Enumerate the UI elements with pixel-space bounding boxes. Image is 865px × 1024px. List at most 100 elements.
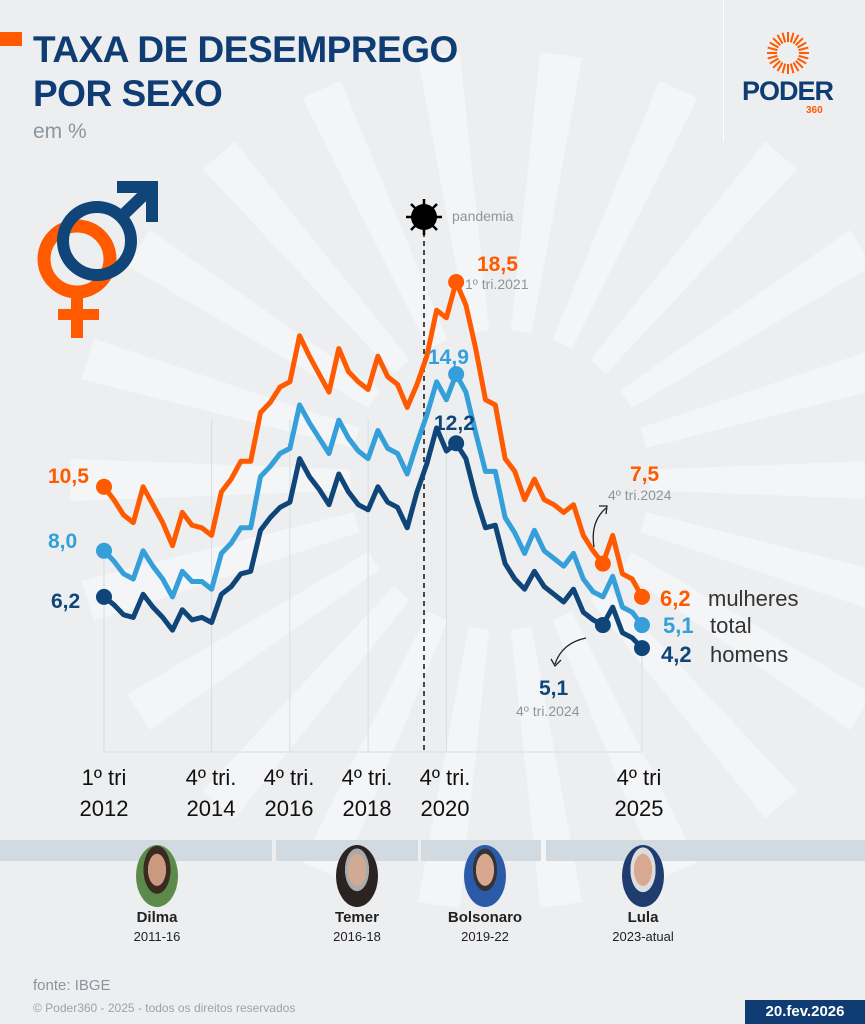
logo-ray (798, 46, 809, 52)
marker-homens (594, 617, 611, 634)
background-ray (202, 141, 410, 374)
title-line-1: TAXA DE DESEMPREGO (33, 29, 458, 70)
virus-icon (406, 199, 442, 235)
title-accent-bar (0, 32, 22, 46)
background-ray (552, 611, 698, 880)
legend-mulheres: mulheres (708, 586, 799, 611)
end-homens-label: 4,2 (661, 642, 692, 667)
line-chart (96, 232, 650, 753)
header-divider (723, 0, 724, 142)
marker-mulheres (448, 274, 465, 290)
logo-ray (767, 54, 778, 60)
marker-mulheres (594, 555, 611, 572)
background-ray (127, 552, 380, 730)
annotation-arrows (550, 505, 608, 668)
logo-ray (769, 57, 779, 65)
page-title: TAXA DE DESEMPREGO POR SEXO (33, 28, 458, 116)
x-tick-label: 4º tri. 2016 (263, 765, 315, 821)
logo-ray (798, 54, 809, 60)
logo-wordmark: PODER (742, 76, 834, 106)
start-total-label: 8,0 (48, 530, 78, 553)
legend-total: total (710, 613, 752, 638)
peak-total-label: 14,9 (428, 346, 469, 369)
q4-2024-mulheres-label: 7,5 (630, 463, 660, 486)
series-line-mulheres (102, 279, 645, 599)
background-ray (202, 586, 410, 819)
president-name: Dilma (136, 909, 178, 926)
logo-ray (781, 63, 787, 74)
dilma-photo (136, 845, 178, 907)
series-line-total (102, 371, 644, 627)
president-years: 2016-18 (333, 929, 381, 944)
legend-homens: homens (710, 642, 789, 667)
president-name: Lula (627, 909, 659, 926)
logo-ray (795, 37, 804, 46)
x-tick-label: 4º tri 2025 (614, 765, 664, 821)
background-ray (510, 51, 582, 334)
copyright-note: © Poder360 - 2025 - todos os direitos re… (33, 1001, 296, 1015)
background-ray (418, 51, 490, 334)
background-ray (127, 230, 380, 408)
q4-2024-mulheres-period: 4º tri.2024 (608, 487, 672, 503)
arrow-homens-2024 (554, 637, 587, 665)
president-name: Bolsonaro (447, 909, 523, 926)
poder360-sun-logo-icon (767, 32, 809, 74)
lula-photo (622, 845, 664, 907)
q4-2024-homens-period: 4º tri.2024 (516, 703, 580, 719)
marker-homens (448, 435, 465, 452)
logo-ray (781, 32, 787, 43)
president-name: Temer (335, 909, 379, 926)
marker-homens (634, 640, 650, 657)
logo-ray (792, 34, 800, 44)
marker-homens (96, 588, 112, 605)
start-mulheres-label: 10,5 (48, 465, 89, 488)
male-female-symbols-icon (37, 181, 158, 338)
source-note: fonte: IBGE (33, 977, 111, 994)
logo-ray (769, 41, 779, 49)
background-ray (418, 626, 490, 909)
end-total-label: 5,1 (663, 613, 694, 638)
logo-ray (776, 62, 784, 72)
background-ray (302, 80, 448, 349)
bolsonaro-photo (464, 845, 506, 907)
publish-date: 20.fev.2026 (745, 1000, 865, 1024)
x-tick-label: 4º tri. 2020 (419, 765, 471, 821)
logo-ray (789, 63, 795, 74)
logo-number: 360 (806, 105, 823, 116)
start-homens-label: 6,2 (51, 590, 81, 613)
logo-ray (789, 32, 795, 43)
background-ray (590, 141, 798, 374)
background-ray (620, 552, 865, 730)
unit-subtitle: em % (33, 120, 87, 143)
arrow-mulheres-2024 (592, 507, 607, 548)
background-ray (640, 352, 865, 448)
background-ray (649, 461, 865, 499)
x-tick-label: 4º tri. 2014 (185, 765, 237, 821)
president-years: 2023-atual (612, 929, 674, 944)
peak-homens-label: 12,2 (434, 412, 475, 435)
q4-2024-homens-label: 5,1 (539, 677, 569, 700)
temer-photo (336, 845, 378, 907)
background-ray (552, 80, 698, 349)
x-tick-label: 1º tri 2012 (79, 765, 129, 821)
marker-total (448, 366, 465, 383)
peak-mulheres-period: 1º tri.2021 (465, 276, 529, 292)
president-years: 2011-16 (133, 929, 181, 944)
logo-ray (772, 60, 781, 69)
x-tick-label: 4º tri. 2018 (341, 765, 393, 821)
title-line-2: POR SEXO (33, 73, 223, 114)
logo-ray (776, 34, 784, 44)
pandemia-label: pandemia (452, 208, 514, 224)
logo-ray (797, 57, 807, 65)
logo-ray (772, 37, 781, 46)
series-line-homens (102, 425, 644, 650)
logo-ray (767, 46, 778, 52)
logo-ray (795, 60, 804, 69)
marker-total (96, 542, 112, 559)
end-mulheres-label: 6,2 (660, 586, 691, 611)
peak-mulheres-label: 18,5 (477, 253, 518, 276)
logo-ray (797, 41, 807, 49)
term-band-lula (546, 840, 865, 861)
term-band-dilma (0, 840, 272, 861)
marker-total (634, 617, 650, 634)
